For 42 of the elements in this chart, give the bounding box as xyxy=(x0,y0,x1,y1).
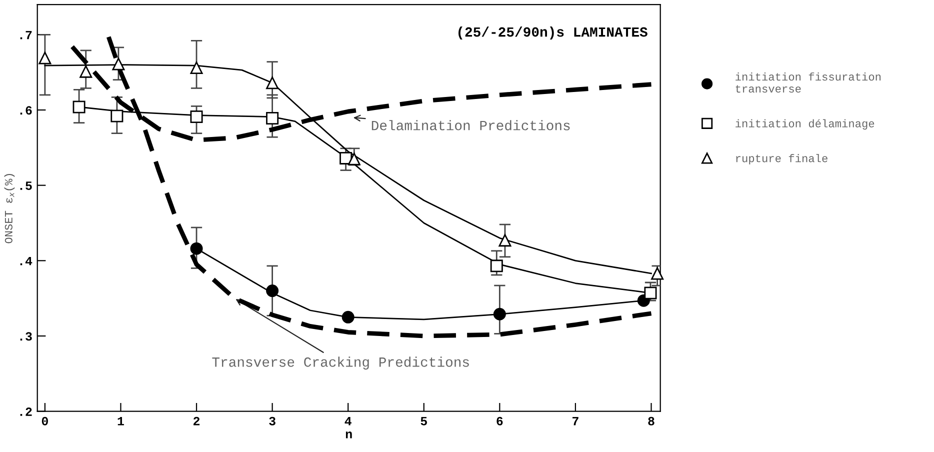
legend-label: initiation fissuration transverse xyxy=(736,72,881,93)
point xyxy=(190,242,203,255)
x-tick-label: 5 xyxy=(420,417,427,426)
y-tick-label: .7 xyxy=(20,30,32,40)
annotation: Delamination Predictions xyxy=(372,120,570,130)
y-tick-label: .3 xyxy=(20,332,32,341)
point xyxy=(72,100,86,114)
point xyxy=(493,308,506,320)
y-tick-label: .4 xyxy=(20,256,32,266)
x-tick-label: 3 xyxy=(269,416,276,426)
y-tick-label: .2 xyxy=(20,407,32,416)
x-tick-label: 2 xyxy=(194,416,200,426)
point xyxy=(38,52,52,64)
point xyxy=(266,284,279,298)
point xyxy=(498,234,512,247)
y-tick-label: .6 xyxy=(20,106,32,115)
point xyxy=(266,76,279,90)
x-tick-label: 6 xyxy=(496,416,503,426)
x-tick-label: 0 xyxy=(42,416,48,426)
point xyxy=(342,310,354,324)
annotation: Transverse Cracking Predictions xyxy=(212,356,469,370)
point xyxy=(651,267,664,280)
point xyxy=(80,65,92,78)
point xyxy=(190,110,203,124)
x-tick-label: 4 xyxy=(344,417,352,426)
point xyxy=(190,62,203,74)
point xyxy=(348,152,360,166)
point xyxy=(112,58,125,70)
point xyxy=(266,112,279,125)
legend-label: initiation délaminage xyxy=(736,119,874,130)
y-axis-title: ONSET ε$_{x}$(%) xyxy=(4,174,15,244)
point xyxy=(340,152,352,164)
point xyxy=(490,260,503,272)
point xyxy=(644,286,657,300)
x-axis-title: n xyxy=(346,432,352,438)
x-tick-label: 8 xyxy=(648,416,654,426)
x-tick-label: 1 xyxy=(118,417,124,426)
legend-label: rupture finale xyxy=(736,154,828,164)
text: (25/-25/90n)s LAMINATES xyxy=(458,26,648,40)
y-tick-label: .5 xyxy=(20,182,32,190)
x-tick-label: 7 xyxy=(572,417,578,426)
point xyxy=(110,110,124,122)
